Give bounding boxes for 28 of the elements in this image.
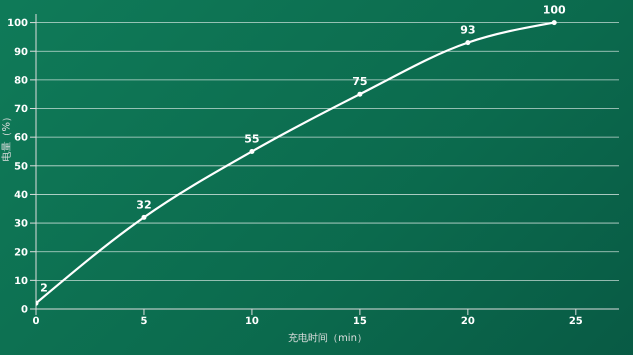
y-tick-label: 60: [14, 132, 28, 144]
x-tick-label: 15: [352, 316, 367, 328]
point: [249, 148, 254, 154]
y-axis-title: 电量（%）: [0, 112, 13, 162]
point: [141, 214, 146, 220]
data-label: 93: [460, 24, 476, 37]
y-tick-label: 100: [7, 18, 28, 30]
data-label: 2: [40, 281, 48, 294]
point: [552, 20, 557, 26]
y-tick-label: 0: [21, 304, 28, 316]
data-label: 100: [542, 4, 566, 17]
point: [357, 92, 362, 97]
x-tick-label: 5: [140, 316, 148, 328]
x-tick-label: 25: [568, 316, 583, 328]
point: [465, 40, 470, 46]
x-axis-title: 充电时间（min）: [288, 332, 367, 344]
data-label: 32: [136, 198, 152, 212]
y-tick-label: 20: [14, 247, 28, 258]
y-tick-label: 10: [14, 276, 28, 287]
x-tick-label: 0: [32, 316, 40, 328]
y-tick-label: 90: [14, 46, 28, 58]
x-tick-label: 10: [244, 316, 259, 328]
y-tick-label: 70: [14, 104, 28, 116]
y-tick-label: 40: [14, 190, 28, 201]
y-tick-label: 30: [14, 218, 28, 230]
x-tick-label: 20: [460, 316, 475, 328]
y-tick-label: 80: [14, 75, 28, 86]
y-tick-label: 50: [14, 161, 28, 172]
